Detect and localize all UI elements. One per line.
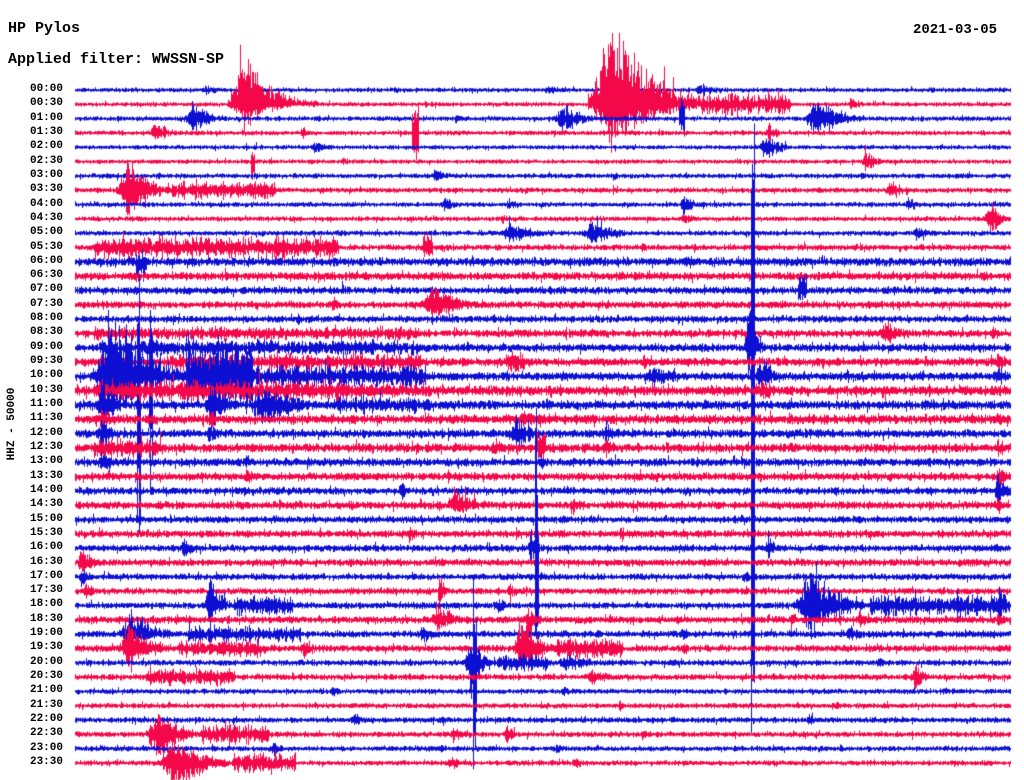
time-label: 00:00 xyxy=(29,83,63,95)
time-label: 19:00 xyxy=(29,627,63,640)
station-title: HP Pylos xyxy=(8,20,81,37)
date-label: 2021-03-05 xyxy=(912,22,997,38)
time-label: 21:00 xyxy=(29,684,63,697)
time-label: 00:30 xyxy=(29,97,63,110)
time-label: 23:30 xyxy=(29,755,63,768)
time-label: 09:30 xyxy=(29,355,63,368)
time-label: 19:30 xyxy=(29,641,63,654)
time-label: 17:30 xyxy=(29,584,63,597)
time-label: 12:30 xyxy=(29,440,63,453)
time-label: 15:30 xyxy=(29,526,63,539)
time-label: 18:30 xyxy=(29,612,63,625)
time-label: 01:00 xyxy=(29,111,63,124)
time-label: 08:00 xyxy=(29,312,63,325)
time-label: 14:00 xyxy=(29,483,63,496)
time-label: 09:00 xyxy=(29,340,63,353)
time-label: 10:30 xyxy=(29,383,63,396)
time-label: 04:30 xyxy=(29,211,63,224)
time-label: 14:30 xyxy=(29,498,63,511)
time-label: 02:00 xyxy=(29,140,63,153)
time-label: 05:30 xyxy=(29,240,63,253)
time-label: 13:00 xyxy=(29,455,63,468)
time-label: 06:00 xyxy=(29,254,63,267)
time-axis: 00:00 00:30 01:00 01:30 02:00 02:30 03:00 03:30… xyxy=(0,0,63,780)
time-label: 06:30 xyxy=(29,269,63,282)
time-label: 12:00 xyxy=(29,426,63,439)
time-label: 03:30 xyxy=(29,183,63,196)
time-label: 22:00 xyxy=(29,713,63,726)
time-label: 16:00 xyxy=(29,541,63,554)
time-label: 07:30 xyxy=(29,297,63,310)
time-label: 21:30 xyxy=(29,698,63,711)
time-label: 11:00 xyxy=(29,398,63,411)
time-label: 04:00 xyxy=(29,197,63,210)
time-label: 17:00 xyxy=(29,569,63,582)
time-label: 18:00 xyxy=(29,598,63,611)
time-label: 16:30 xyxy=(29,555,63,568)
time-label: 03:00 xyxy=(29,168,63,181)
time-label: 22:30 xyxy=(29,727,63,740)
time-label: 08:30 xyxy=(29,326,63,339)
time-label: 20:00 xyxy=(29,655,63,668)
time-label: 07:00 xyxy=(29,283,63,296)
time-label: 01:30 xyxy=(29,125,63,138)
time-label: 02:30 xyxy=(29,154,63,167)
time-label: 05:00 xyxy=(29,226,63,239)
time-label: 10:00 xyxy=(29,369,63,382)
time-label: 20:30 xyxy=(29,670,63,683)
time-label: 15:00 xyxy=(29,512,63,525)
time-label: 23:00 xyxy=(29,741,63,754)
filter-label: Applied filter: WWSSN-SP xyxy=(8,51,225,68)
time-label: 11:30 xyxy=(29,412,63,425)
time-label: 13:30 xyxy=(29,469,63,482)
